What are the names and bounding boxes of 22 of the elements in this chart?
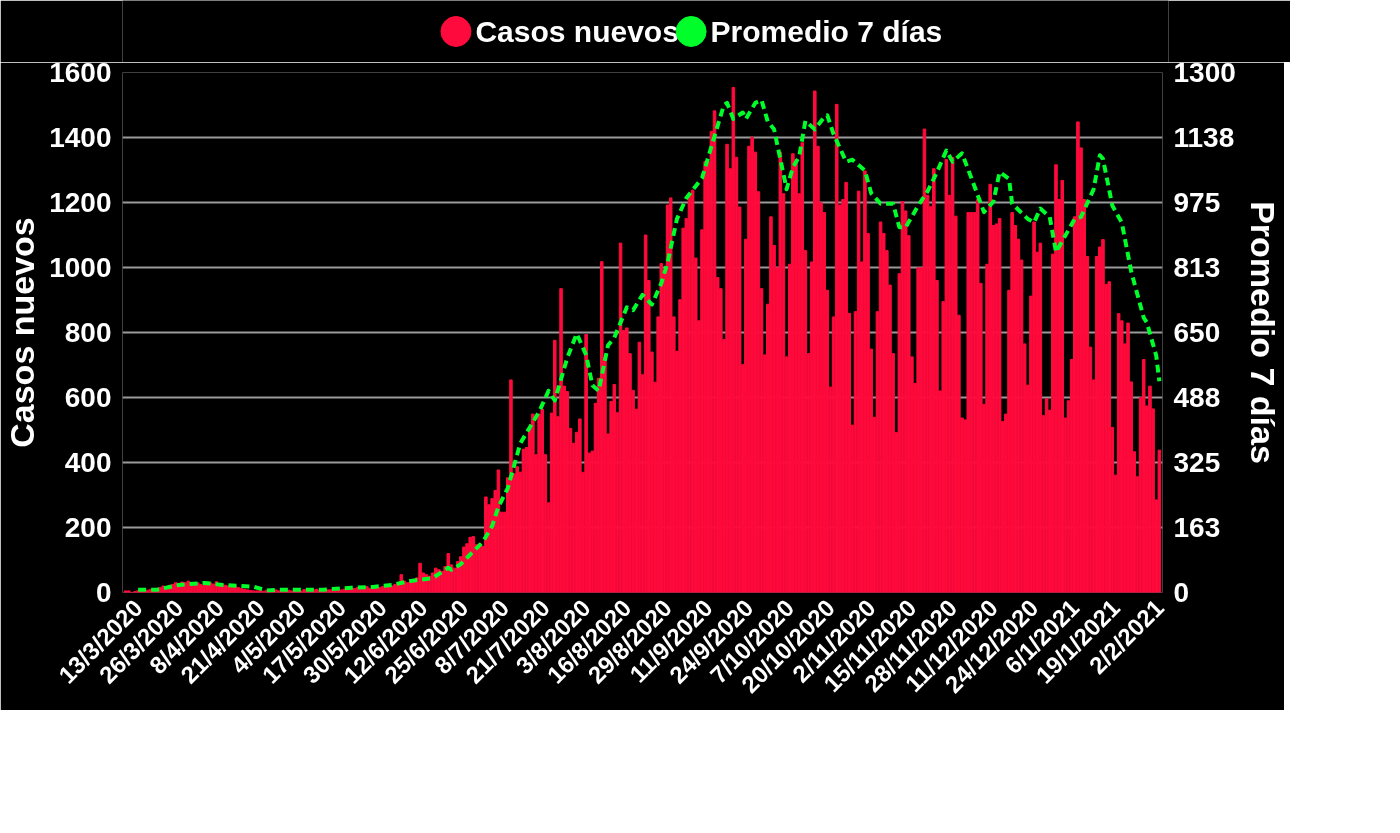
legend-label: Casos nuevos: [475, 15, 679, 48]
y2-tick-label: 975: [1173, 187, 1221, 218]
y2-tick-label: 1138: [1173, 122, 1235, 153]
y2-tick-label: 488: [1173, 382, 1221, 413]
y2-tick-label: 325: [1173, 447, 1221, 478]
y-tick-label: 400: [64, 447, 112, 478]
y-tick-label: 1400: [49, 122, 112, 153]
y2-tick-label: 0: [1173, 577, 1190, 608]
y-tick-label: 200: [64, 512, 112, 543]
y2-tick-label: 650: [1173, 317, 1221, 348]
y-tick-label: 0: [95, 577, 112, 608]
y-tick-label: 600: [64, 382, 112, 413]
y-axis-title: Casos nuevos: [3, 217, 42, 448]
y-tick-label: 1600: [49, 57, 112, 88]
y2-tick-label: 163: [1173, 512, 1221, 543]
y2-tick-label: 813: [1173, 252, 1221, 283]
y2-axis-title: Promedio 7 días: [1243, 201, 1282, 464]
y-tick-label: 1200: [49, 187, 112, 218]
legend-label: Promedio 7 días: [710, 15, 943, 48]
y2-tick-label: 1300: [1173, 57, 1236, 88]
y-tick-label: 800: [64, 317, 112, 348]
y-tick-label: 1000: [49, 252, 112, 283]
